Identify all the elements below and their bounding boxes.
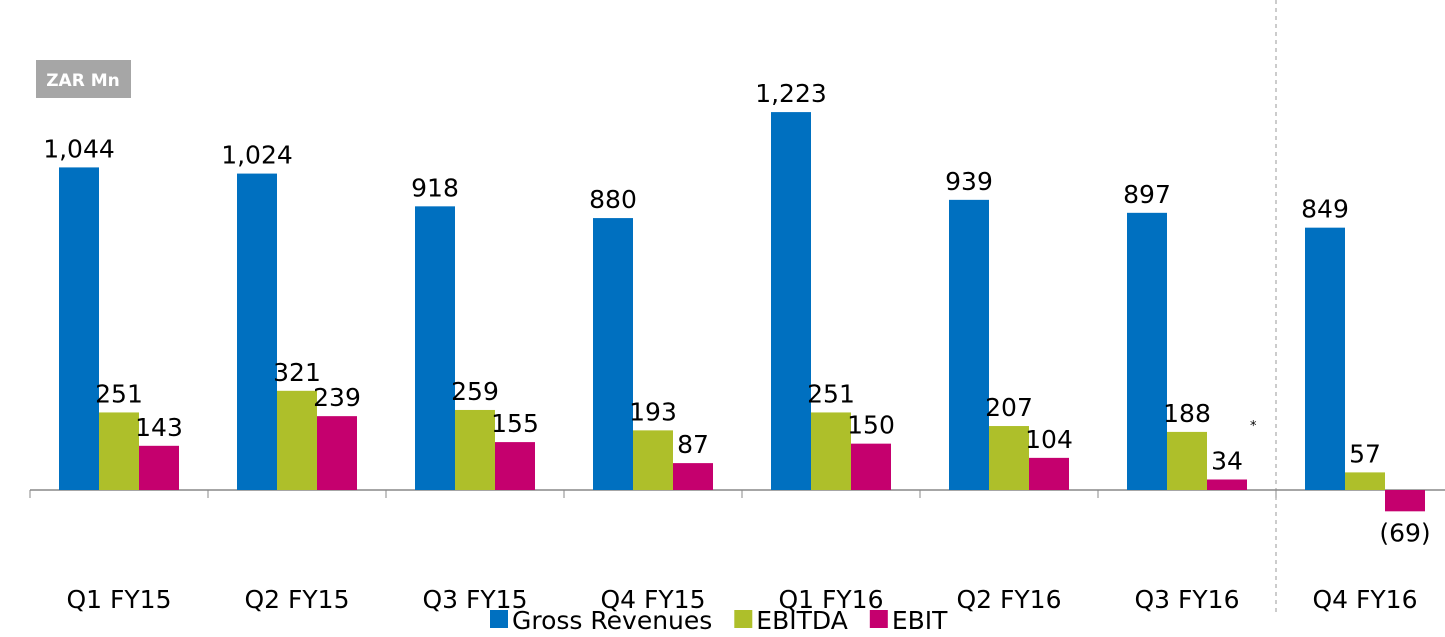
- bar: [237, 173, 277, 491]
- data-label: 939: [945, 167, 993, 196]
- data-label: 188: [1163, 399, 1211, 428]
- bar: [1305, 227, 1345, 490]
- bar: [1207, 479, 1247, 490]
- bar: [1385, 490, 1425, 512]
- bar: [1345, 472, 1385, 490]
- data-label: 150: [847, 411, 895, 440]
- data-label: 1,024: [221, 141, 293, 170]
- x-tick-label: Q4 FY16: [1313, 585, 1418, 614]
- legend-label: Gross Revenues: [512, 606, 712, 635]
- x-tick-label: Q2 FY16: [957, 585, 1062, 614]
- legend-label: EBIT: [892, 606, 948, 635]
- bar: [59, 167, 99, 491]
- bar: [851, 443, 891, 490]
- bar: [989, 426, 1029, 490]
- bar: [673, 463, 713, 490]
- data-label: 259: [451, 377, 499, 406]
- data-label: 880: [589, 185, 637, 214]
- data-label: 34: [1211, 446, 1243, 475]
- bar: [633, 430, 673, 490]
- x-tick-label: Q1 FY16: [779, 585, 884, 614]
- x-tick-label: Q3 FY15: [423, 585, 528, 614]
- data-label: 918: [411, 173, 459, 202]
- data-label: 897: [1123, 180, 1171, 209]
- data-label: 155: [491, 409, 539, 438]
- data-label: 193: [629, 397, 677, 426]
- data-label: (69): [1379, 518, 1430, 547]
- data-label: 1,223: [755, 79, 827, 108]
- data-label: 251: [807, 379, 855, 408]
- bar: [99, 412, 139, 490]
- bar: [139, 445, 179, 490]
- x-tick-label: Q2 FY15: [245, 585, 350, 614]
- footnote-mark: *: [1250, 419, 1257, 434]
- bar: [277, 390, 317, 490]
- bar: [415, 206, 455, 490]
- data-label: 207: [985, 393, 1033, 422]
- data-label: 1,044: [43, 134, 115, 163]
- bar: [949, 199, 989, 490]
- bar: [317, 416, 357, 490]
- legend-swatch: [869, 610, 888, 628]
- bar: [771, 112, 811, 490]
- data-label: 87: [677, 430, 709, 459]
- bar: [811, 412, 851, 490]
- legend-swatch: [734, 610, 753, 628]
- unit-label: ZAR Mn: [46, 71, 120, 91]
- data-label: 321: [273, 358, 321, 387]
- legend-swatch: [490, 610, 508, 628]
- data-label: 239: [313, 383, 361, 412]
- legend-label: EBITDA: [756, 606, 848, 635]
- x-tick-label: Q4 FY15: [601, 585, 706, 614]
- data-label: 57: [1349, 439, 1381, 468]
- bar: [495, 442, 535, 490]
- bar: [1127, 212, 1167, 490]
- x-tick-label: Q3 FY16: [1135, 585, 1240, 614]
- data-label: 104: [1025, 425, 1073, 454]
- x-tick-label: Q1 FY15: [67, 585, 172, 614]
- bar: [1167, 431, 1207, 490]
- data-label: 143: [135, 413, 183, 442]
- data-label: 849: [1301, 195, 1349, 224]
- bar: [455, 409, 495, 490]
- bar: [1029, 457, 1069, 490]
- unit-badge: [36, 60, 131, 98]
- bar: [593, 218, 633, 490]
- data-label: 251: [95, 379, 143, 408]
